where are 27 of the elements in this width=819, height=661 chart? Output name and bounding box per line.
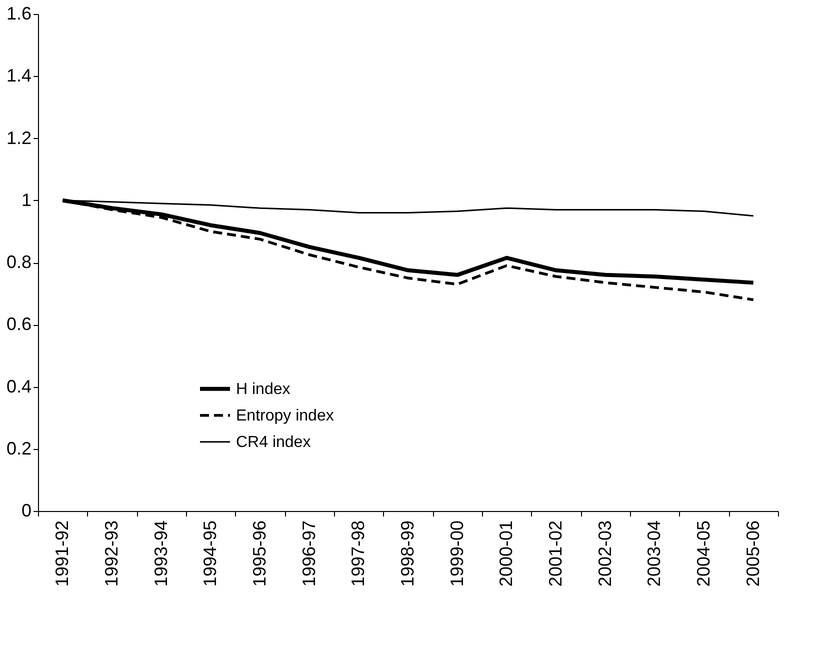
y-tick-label: 0.8 <box>6 252 32 272</box>
x-tick-label: 1992-93 <box>102 520 122 587</box>
y-tick-label: 1 <box>21 190 32 210</box>
x-tick-label: 1991-92 <box>52 520 72 587</box>
x-tick-label: 1996-97 <box>298 520 319 587</box>
x-tick-label: 1995-96 <box>250 520 270 587</box>
legend-label: Entropy index <box>236 407 334 424</box>
x-tick-label: 1998-99 <box>398 520 418 587</box>
y-tick-label: 0 <box>21 500 32 520</box>
x-tick-label: 2003-04 <box>644 520 664 587</box>
x-tick-label: 2004-05 <box>694 520 714 587</box>
legend-label: H index <box>236 380 290 398</box>
x-tick-label: 1999-00 <box>446 520 467 587</box>
x-tick-label: 1997-98 <box>348 520 368 587</box>
x-tick-label: 1993-94 <box>150 520 171 587</box>
y-tick-label: 0.2 <box>6 438 32 458</box>
y-tick-label: 1.6 <box>6 4 32 24</box>
x-tick-label: 2001-02 <box>546 520 566 587</box>
x-tick-label: 2005-06 <box>742 520 763 587</box>
y-tick-label: 0.6 <box>6 314 32 334</box>
y-tick-label: 1.4 <box>6 66 32 86</box>
y-tick-label: 1.2 <box>6 128 32 148</box>
legend-label: CR4 index <box>236 434 311 451</box>
y-tick-label: 0.4 <box>6 376 32 396</box>
x-tick-label: 2002-03 <box>594 520 615 587</box>
x-tick-label: 2000-01 <box>496 520 516 587</box>
x-tick-label: 1994-95 <box>200 520 220 587</box>
